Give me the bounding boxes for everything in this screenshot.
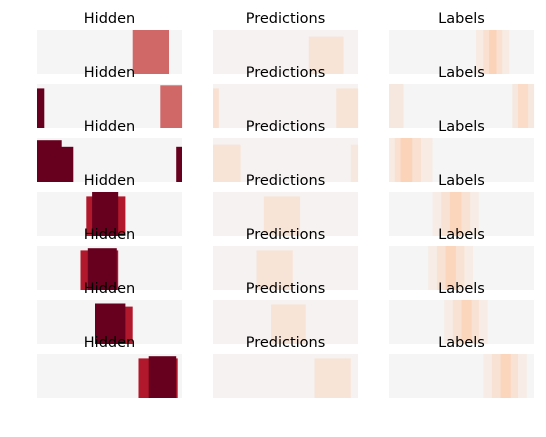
heatmap-band xyxy=(213,88,219,128)
heatmap-band xyxy=(37,88,45,128)
panel-title-predictions: Predictions xyxy=(246,11,326,27)
panel-hidden-row-7 xyxy=(37,354,182,398)
panel-title-hidden: Hidden xyxy=(84,65,135,81)
heatmap-band xyxy=(445,246,456,290)
heatmap-band xyxy=(37,140,62,182)
panel-predictions-row-3 xyxy=(213,138,359,182)
panel-labels-row-1 xyxy=(389,30,534,74)
panel-hidden-row-1 xyxy=(37,30,182,74)
panel-background xyxy=(389,84,534,128)
heatmap-band xyxy=(176,146,182,182)
panel-title-labels: Labels xyxy=(438,65,485,81)
heatmap-band xyxy=(308,36,344,74)
heatmap-band xyxy=(92,192,119,236)
panel-predictions-row-5 xyxy=(213,246,358,290)
panel-title-predictions: Predictions xyxy=(246,119,326,135)
heatmap-band xyxy=(449,192,462,236)
heatmap-band xyxy=(350,144,359,182)
heatmap-band xyxy=(271,304,306,344)
heatmap-band xyxy=(213,144,241,182)
panel-title-labels: Labels xyxy=(438,11,485,27)
panel-hidden-row-2 xyxy=(37,84,183,128)
panel-title-predictions: Predictions xyxy=(246,281,326,297)
panel-title-labels: Labels xyxy=(438,119,485,135)
panel-title-predictions: Predictions xyxy=(246,227,326,243)
panel-title-labels: Labels xyxy=(438,227,485,243)
panel-title-hidden: Hidden xyxy=(84,119,135,135)
panel-predictions-row-4 xyxy=(213,192,358,236)
panel-title-predictions: Predictions xyxy=(246,335,326,351)
heatmap-band xyxy=(518,84,529,128)
heatmap-band xyxy=(95,303,126,344)
heatmap-band xyxy=(461,300,472,344)
heatmap-band xyxy=(132,30,169,74)
heatmap-band xyxy=(389,84,404,128)
heatmap-band xyxy=(256,250,293,290)
panel-predictions-row-7 xyxy=(213,354,358,398)
panel-title-labels: Labels xyxy=(438,281,485,297)
heatmap-band xyxy=(213,84,358,128)
panel-title-hidden: Hidden xyxy=(84,281,135,297)
panel-title-hidden: Hidden xyxy=(84,227,135,243)
heatmap-band xyxy=(336,88,359,128)
panel-labels-row-2 xyxy=(389,84,535,128)
panel-labels-row-5 xyxy=(389,246,534,290)
panel-title-hidden: Hidden xyxy=(84,173,135,189)
heatmap-band xyxy=(148,356,177,398)
panel-predictions-row-6 xyxy=(213,300,358,344)
panel-title-hidden: Hidden xyxy=(84,11,135,27)
panel-labels-row-6 xyxy=(389,300,534,344)
heatmap-band xyxy=(87,248,117,290)
panel-hidden-row-4 xyxy=(37,192,182,236)
panel-title-predictions: Predictions xyxy=(246,173,326,189)
panel-labels-row-7 xyxy=(389,354,534,398)
panel-title-labels: Labels xyxy=(438,173,485,189)
panel-hidden-row-5 xyxy=(37,246,182,290)
panel-background xyxy=(37,84,182,128)
heatmap-band xyxy=(263,196,301,236)
heatmap-band xyxy=(500,354,511,398)
panel-background xyxy=(389,30,534,74)
panel-labels-row-4 xyxy=(389,192,534,236)
panel-hidden-row-3 xyxy=(37,138,182,182)
panel-predictions-row-2 xyxy=(213,84,359,128)
panel-title-predictions: Predictions xyxy=(246,65,326,81)
panel-labels-row-3 xyxy=(389,138,534,182)
panel-title-hidden: Hidden xyxy=(84,335,135,351)
panel-hidden-row-6 xyxy=(37,300,182,344)
panel-title-labels: Labels xyxy=(438,335,485,351)
heatmap-band xyxy=(314,358,351,398)
heatmap-band xyxy=(160,85,183,128)
heatmap-band xyxy=(489,30,497,74)
heatmap-band xyxy=(400,138,413,182)
panel-predictions-row-1 xyxy=(213,30,358,74)
